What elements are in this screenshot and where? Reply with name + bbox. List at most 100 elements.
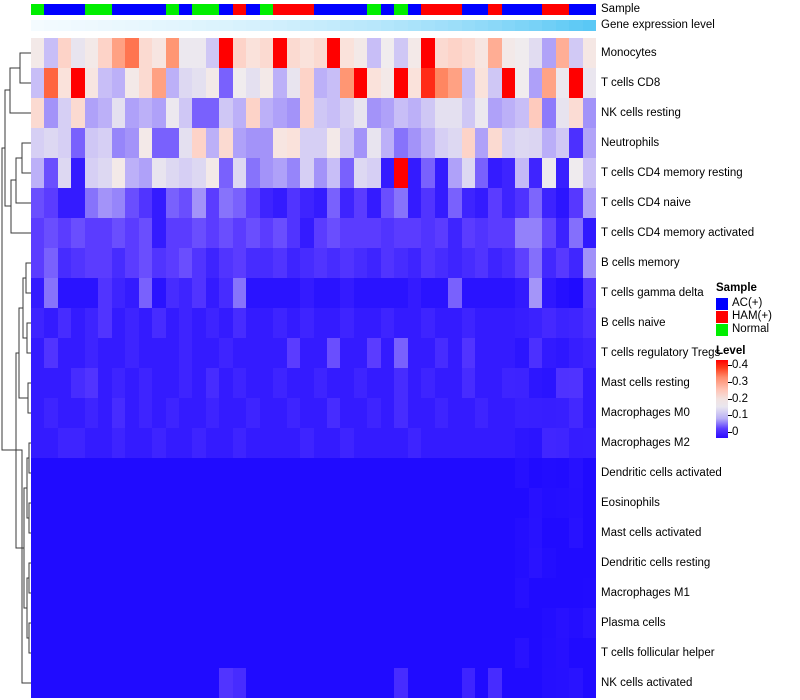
heatmap-cell bbox=[380, 128, 395, 158]
heatmap-cell bbox=[434, 368, 449, 398]
heatmap-cell bbox=[300, 248, 314, 278]
heatmap-cell bbox=[340, 608, 354, 638]
heatmap-row bbox=[31, 248, 597, 278]
heatmap-cell bbox=[542, 278, 556, 308]
heatmap-cell bbox=[84, 428, 99, 458]
heatmap-cell bbox=[434, 548, 449, 578]
sample-annotation-cell bbox=[488, 4, 502, 15]
heatmap-cell bbox=[178, 188, 193, 218]
heatmap-cell bbox=[448, 368, 462, 398]
heatmap-cell bbox=[300, 608, 314, 638]
heatmap-cell bbox=[542, 488, 556, 518]
heatmap-cell bbox=[219, 518, 233, 548]
heatmap-cell bbox=[178, 338, 193, 368]
heatmap-cell bbox=[232, 638, 247, 668]
gene-expression-annotation-cell bbox=[259, 20, 274, 31]
heatmap-cell bbox=[542, 218, 556, 248]
heatmap-cell bbox=[461, 518, 475, 548]
heatmap-cell bbox=[286, 278, 301, 308]
heatmap-cell bbox=[111, 128, 126, 158]
sample-annotation-cell bbox=[353, 4, 368, 15]
heatmap-cell bbox=[219, 578, 233, 608]
heatmap-cell bbox=[31, 128, 45, 158]
heatmap-cell bbox=[286, 218, 301, 248]
heatmap-cell bbox=[340, 338, 354, 368]
heatmap-cell bbox=[111, 578, 126, 608]
heatmap-cell bbox=[205, 548, 220, 578]
heatmap-cell bbox=[232, 368, 247, 398]
heatmap-cell bbox=[111, 248, 126, 278]
heatmap-cell bbox=[421, 158, 435, 188]
heatmap-cell bbox=[98, 278, 112, 308]
heatmap-cell bbox=[326, 608, 341, 638]
legend-level-ramp-wrap: 0.4 0.3 0.2 0.1 0 bbox=[716, 359, 800, 438]
heatmap-cell bbox=[286, 458, 301, 488]
sample-annotation-cell bbox=[111, 4, 126, 15]
heatmap-cell bbox=[326, 548, 341, 578]
heatmap-cell bbox=[474, 308, 489, 338]
heatmap-cell bbox=[515, 308, 529, 338]
heatmap-cell bbox=[448, 308, 462, 338]
heatmap-cell bbox=[71, 638, 85, 668]
heatmap-cell bbox=[488, 248, 502, 278]
heatmap-cell bbox=[582, 98, 597, 128]
heatmap-cell bbox=[488, 338, 502, 368]
heatmap-cell bbox=[219, 188, 233, 218]
heatmap-cell bbox=[461, 128, 475, 158]
heatmap-cell bbox=[219, 218, 233, 248]
heatmap-cell bbox=[98, 188, 112, 218]
row-label: T cells gamma delta bbox=[601, 287, 704, 299]
heatmap-cell bbox=[501, 428, 516, 458]
heatmap-cell bbox=[178, 68, 193, 98]
heatmap-cell bbox=[313, 668, 327, 698]
heatmap-cell bbox=[555, 128, 570, 158]
gene-expression-annotation-cell bbox=[340, 20, 354, 31]
heatmap-cell bbox=[421, 488, 435, 518]
heatmap-cell bbox=[57, 68, 72, 98]
heatmap-cell bbox=[71, 248, 85, 278]
heatmap-cell bbox=[232, 128, 247, 158]
heatmap-cell bbox=[205, 668, 220, 698]
heatmap-cell bbox=[273, 548, 287, 578]
heatmap-cell bbox=[367, 608, 381, 638]
heatmap-cell bbox=[152, 608, 166, 638]
heatmap-cell bbox=[125, 428, 139, 458]
heatmap-cell bbox=[380, 188, 395, 218]
heatmap-cell bbox=[205, 488, 220, 518]
heatmap-cell bbox=[286, 668, 301, 698]
heatmap-cell bbox=[273, 188, 287, 218]
heatmap-cell bbox=[542, 188, 556, 218]
heatmap-cell bbox=[205, 638, 220, 668]
heatmap-cell bbox=[57, 98, 72, 128]
row-label: Monocytes bbox=[601, 47, 657, 59]
sample-annotation-cell bbox=[569, 4, 583, 15]
heatmap-cell bbox=[367, 488, 381, 518]
annotation-label-gene-expression: Gene expression level bbox=[601, 19, 715, 31]
sample-annotation-cell bbox=[461, 4, 475, 15]
heatmap-cell bbox=[84, 158, 99, 188]
heatmap-cell bbox=[528, 608, 543, 638]
heatmap-cell bbox=[367, 638, 381, 668]
heatmap-cell bbox=[57, 308, 72, 338]
heatmap-cell bbox=[421, 668, 435, 698]
heatmap-cell bbox=[367, 668, 381, 698]
heatmap-cell bbox=[232, 98, 247, 128]
heatmap-cell bbox=[326, 218, 341, 248]
heatmap-cell bbox=[300, 428, 314, 458]
heatmap-cell bbox=[219, 98, 233, 128]
heatmap-cell bbox=[555, 428, 570, 458]
heatmap-cell bbox=[528, 488, 543, 518]
heatmap-cell bbox=[205, 608, 220, 638]
heatmap-cell bbox=[192, 578, 206, 608]
heatmap-cell bbox=[111, 218, 126, 248]
heatmap-cell bbox=[367, 218, 381, 248]
heatmap-cell bbox=[273, 428, 287, 458]
heatmap-cell bbox=[259, 68, 274, 98]
gene-expression-annotation-cell bbox=[192, 20, 206, 31]
heatmap-row bbox=[31, 518, 597, 548]
heatmap-cell bbox=[448, 608, 462, 638]
heatmap-cell bbox=[461, 578, 475, 608]
heatmap-cell bbox=[448, 518, 462, 548]
heatmap-cell bbox=[474, 278, 489, 308]
sample-annotation-cell bbox=[394, 4, 408, 15]
